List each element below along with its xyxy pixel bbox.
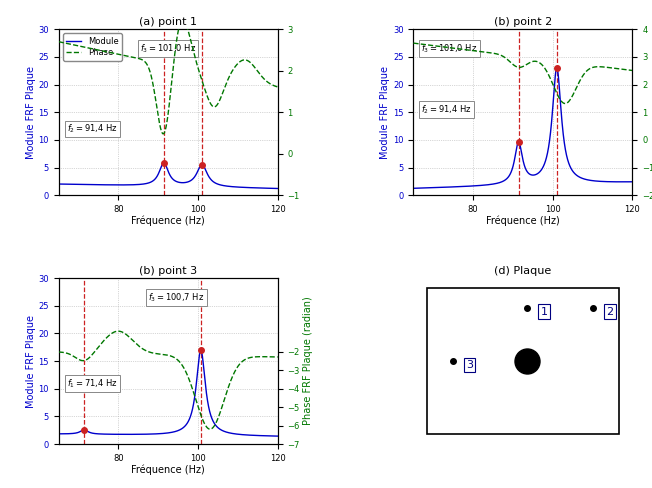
Title: (a) point 1: (a) point 1 bbox=[139, 17, 197, 27]
X-axis label: Fréquence (Hz): Fréquence (Hz) bbox=[131, 215, 205, 226]
Text: $f_2 = 91{,}4\ \mathrm{Hz}$: $f_2 = 91{,}4\ \mathrm{Hz}$ bbox=[421, 103, 472, 116]
Text: $f_2 = 91{,}4\ \mathrm{Hz}$: $f_2 = 91{,}4\ \mathrm{Hz}$ bbox=[67, 122, 117, 135]
Y-axis label: Module FRF Plaque: Module FRF Plaque bbox=[25, 66, 36, 159]
Text: $f_3 = 101{,}0\ \mathrm{Hz}$: $f_3 = 101{,}0\ \mathrm{Hz}$ bbox=[421, 42, 478, 55]
Legend: Module, Phase: Module, Phase bbox=[63, 34, 122, 61]
X-axis label: Fréquence (Hz): Fréquence (Hz) bbox=[131, 464, 205, 475]
Title: (b) point 3: (b) point 3 bbox=[139, 266, 198, 276]
Y-axis label: Phase FRF Plaque (radian): Phase FRF Plaque (radian) bbox=[303, 297, 312, 426]
Y-axis label: Module FRF Plaque: Module FRF Plaque bbox=[380, 66, 391, 159]
Text: 1: 1 bbox=[541, 306, 548, 317]
Bar bbox=[426, 288, 619, 434]
Title: (b) point 2: (b) point 2 bbox=[494, 17, 552, 27]
Text: 3: 3 bbox=[466, 360, 473, 370]
Text: $f_3 = 100{,}7\ \mathrm{Hz}$: $f_3 = 100{,}7\ \mathrm{Hz}$ bbox=[148, 291, 205, 304]
X-axis label: Fréquence (Hz): Fréquence (Hz) bbox=[486, 215, 560, 226]
Y-axis label: Module FRF Plaque: Module FRF Plaque bbox=[25, 315, 36, 407]
Text: $f_1 = 71{,}4\ \mathrm{Hz}$: $f_1 = 71{,}4\ \mathrm{Hz}$ bbox=[67, 377, 117, 389]
Text: 2: 2 bbox=[606, 306, 614, 317]
Title: (d) Plaque: (d) Plaque bbox=[494, 266, 552, 276]
Text: $f_3 = 101{,}0\ \mathrm{Hz}$: $f_3 = 101{,}0\ \mathrm{Hz}$ bbox=[140, 42, 196, 55]
